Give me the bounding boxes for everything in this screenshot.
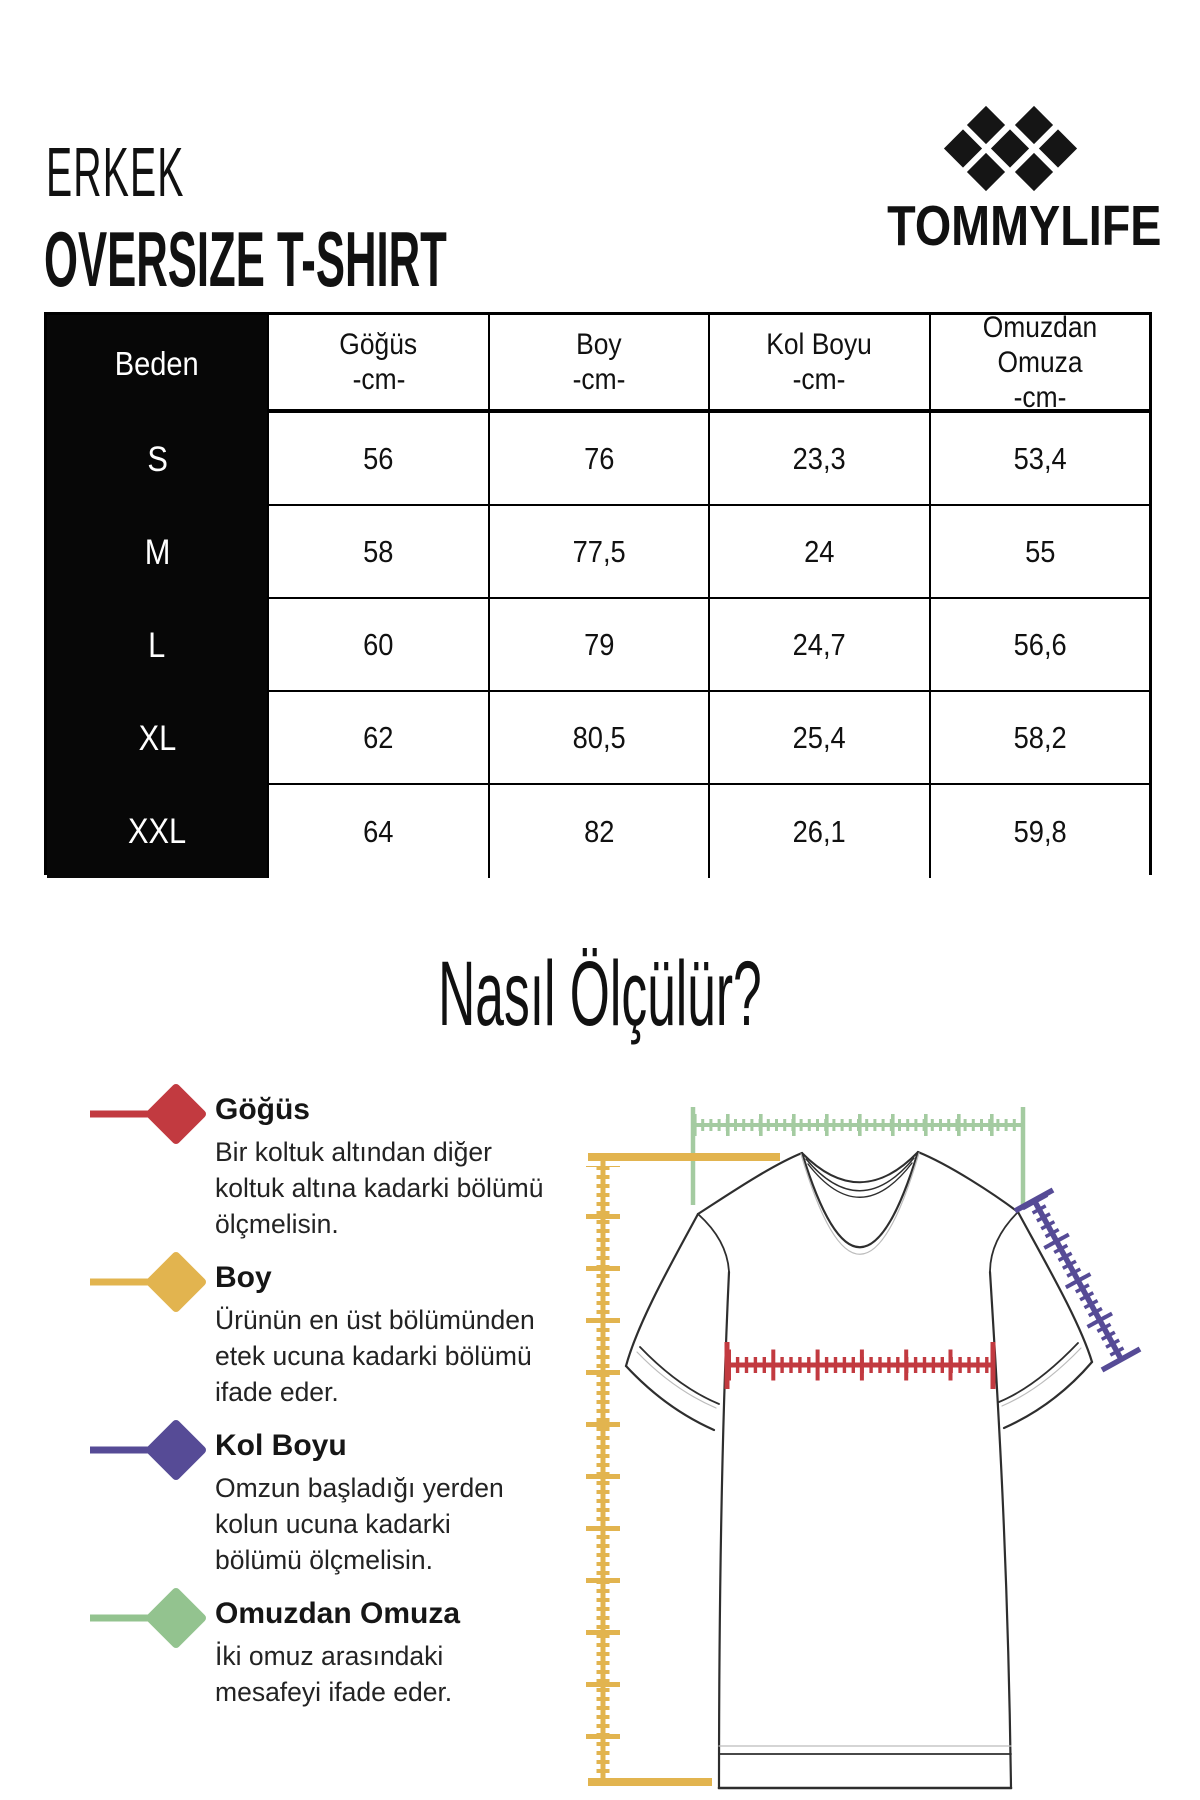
col-header-length: Boy -cm- — [487, 315, 709, 413]
chest-diamond-icon — [90, 1084, 206, 1144]
table-cell: 53,4 — [928, 413, 1149, 506]
table-corner-cell: Beden — [47, 315, 268, 413]
table-cell: 79 — [487, 599, 709, 692]
logo-diamonds — [943, 105, 1078, 192]
legend-description: İki omuz arasındaki mesafeyi ifade eder. — [215, 1641, 453, 1707]
sleeve-ruler — [1013, 1187, 1142, 1373]
col-header-chest: Göğüs -cm- — [267, 315, 488, 413]
table-cell: 60 — [267, 599, 488, 692]
tshirt-measure-diagram — [540, 1085, 1160, 1800]
shoulder-ruler — [690, 1107, 1026, 1205]
tshirt-outline — [624, 1150, 1094, 1790]
row-label: S — [47, 413, 268, 506]
col-header-shoulder: Omuzdan Omuza -cm- — [928, 311, 1149, 414]
category-title: ERKEK — [46, 133, 185, 211]
table-cell: 56,6 — [928, 599, 1149, 692]
table-cell: 62 — [267, 692, 488, 785]
legend-description: Ürünün en üst bölümünden etek ucuna kada… — [215, 1305, 535, 1407]
table-cell: 64 — [267, 785, 488, 878]
tommylife-logo-icon — [933, 92, 1081, 197]
length-diamond-icon — [90, 1252, 206, 1312]
brand-wordmark: TOMMYLIFE — [887, 194, 1162, 258]
table-cell: 76 — [487, 413, 709, 506]
table-cell: 23,3 — [708, 413, 929, 506]
legend-description: Bir koltuk altından diğer koltuk altına … — [215, 1137, 544, 1239]
how-to-measure-title: Nasıl Ölçülür? — [438, 943, 762, 1045]
col-header-sleeve: Kol Boyu -cm- — [708, 315, 929, 413]
sleeve-diamond-icon — [90, 1420, 206, 1480]
length-ruler — [586, 1153, 780, 1786]
chest-ruler — [724, 1342, 996, 1389]
legend-description: Omzun başladığı yerden kolun ucuna kadar… — [215, 1473, 504, 1575]
shoulder-diamond-icon — [90, 1588, 206, 1648]
table-cell: 56 — [267, 413, 488, 506]
table-cell: 24 — [708, 506, 929, 599]
row-label: M — [47, 506, 268, 599]
table-cell: 80,5 — [487, 692, 709, 785]
legend-label: Omuzdan Omuza — [215, 1597, 461, 1630]
table-cell: 55 — [928, 506, 1149, 599]
legend-label: Boy — [215, 1261, 272, 1294]
table-cell: 25,4 — [708, 692, 929, 785]
table-cell: 59,8 — [928, 785, 1149, 878]
legend-label: Kol Boyu — [215, 1429, 347, 1462]
table-cell: 24,7 — [708, 599, 929, 692]
legend-label: Göğüs — [215, 1093, 310, 1126]
row-label: XL — [47, 692, 268, 785]
row-label: XXL — [47, 785, 268, 878]
table-cell: 82 — [487, 785, 709, 878]
table-cell: 77,5 — [487, 506, 709, 599]
table-cell: 58 — [267, 506, 488, 599]
size-table: Beden Göğüs -cm- Boy -cm- Kol Boyu -cm- Omu… — [44, 311, 1152, 878]
product-title: OVERSIZE T-SHIRT — [44, 215, 447, 303]
table-cell: 26,1 — [708, 785, 929, 878]
table-cell: 58,2 — [928, 692, 1149, 785]
row-label: L — [47, 599, 268, 692]
